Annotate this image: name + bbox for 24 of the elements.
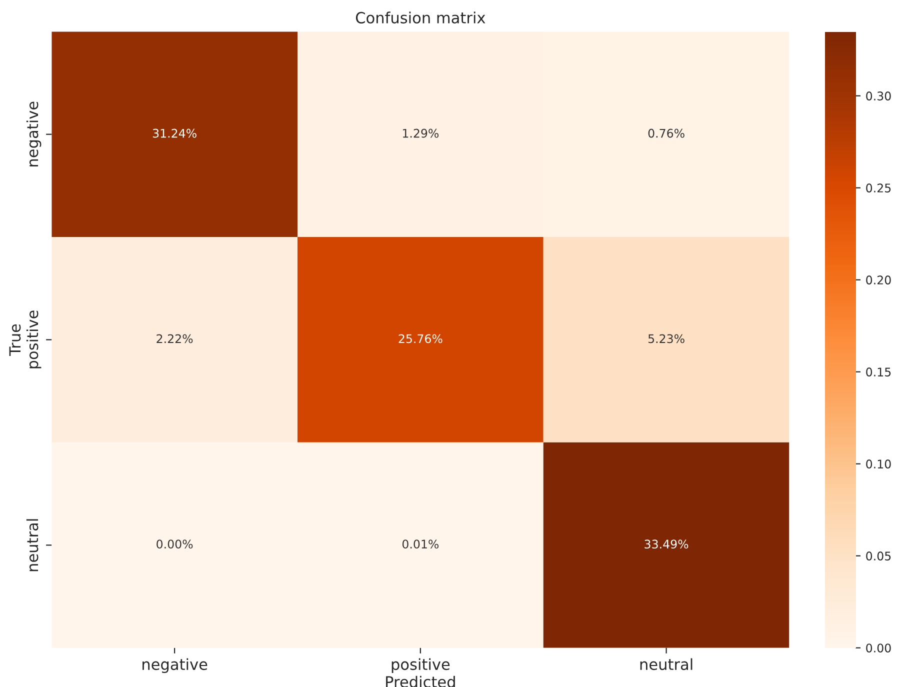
color-bar-label: 0.10 <box>866 460 891 468</box>
y-tick-label: neutral <box>26 519 38 572</box>
data-label: 0.76% <box>648 128 684 138</box>
data-label: 33.49% <box>644 540 688 549</box>
color-bar-label: 0.05 <box>866 552 891 560</box>
color-bar-label: 0.30 <box>866 92 891 100</box>
color-bar-label: 0.15 <box>866 368 891 376</box>
color-bar-label: 0.00 <box>866 644 891 652</box>
data-label: 25.76% <box>398 334 442 344</box>
x-tick-label: positive <box>392 658 450 674</box>
data-label: 0.00% <box>156 540 193 549</box>
data-label: 5.23% <box>648 334 684 344</box>
y-tick-label: negative <box>26 102 42 166</box>
color-bar-label: 0.20 <box>866 276 891 284</box>
color-bar-label: 0.25 <box>866 184 891 192</box>
data-label: 0.01% <box>402 540 439 549</box>
x-tick-label: neutral <box>640 658 692 670</box>
data-label: 2.22% <box>156 334 193 344</box>
y-axis-title: True <box>9 324 21 356</box>
data-label: 1.29% <box>402 128 439 138</box>
data-label: 31.24% <box>152 128 196 138</box>
chart-title: Confusion matrix <box>356 12 486 24</box>
x-tick-label: negative <box>142 658 208 674</box>
y-tick-label: positive <box>26 310 42 368</box>
